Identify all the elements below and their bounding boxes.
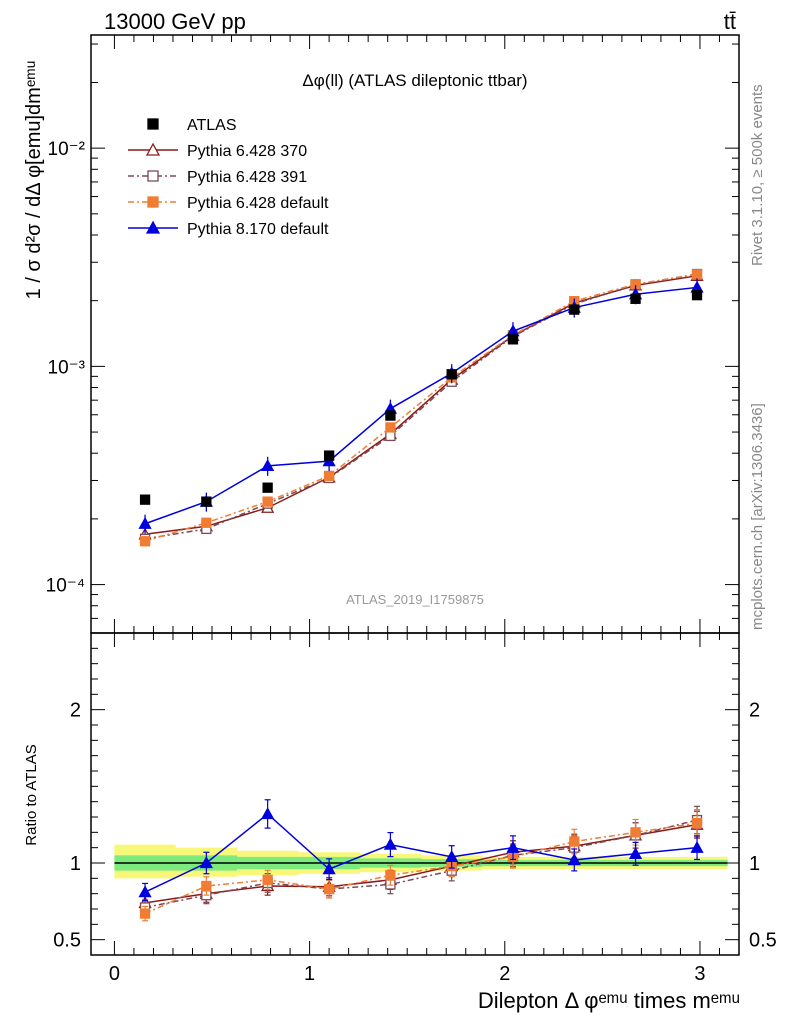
ratio-point-pythia-8-170-default (445, 850, 459, 863)
legend-marker-pythia-6-428-370 (145, 142, 161, 156)
main-y-tick-label: 10⁻² (48, 139, 86, 160)
legend-marker-atlas (147, 118, 159, 130)
ratio-point-pythia-8-170-default (628, 846, 643, 859)
x-tick-label: 3 (694, 963, 705, 985)
legend-label-pythia-6-428-default: Pythia 6.428 default (187, 195, 329, 212)
point-atlas (446, 369, 457, 380)
ratio-point-pythia-6-428-default (630, 827, 641, 838)
ratio-y-tick-label-right: 1 (749, 853, 760, 875)
x-tick-label: 1 (304, 963, 315, 985)
ratio-y-tick-label: 0.5 (53, 930, 81, 952)
point-pythia-6-428-default (691, 269, 703, 280)
legend-label-pythia-6-428-391: Pythia 6.428 391 (187, 169, 307, 186)
ratio-line-pythia-6-428-370 (144, 823, 698, 904)
ratio-point-pythia-8-170-default (567, 853, 581, 866)
source-label: mcplots.cern.ch [arXiv:1306.3436] (749, 403, 766, 630)
ratio-point-pythia-6-428-default (569, 836, 580, 847)
point-atlas (139, 494, 151, 505)
legend-label-atlas: ATLAS (187, 117, 237, 134)
point-atlas (385, 410, 396, 421)
point-atlas (201, 496, 212, 507)
point-atlas (569, 304, 580, 315)
ratio-point-pythia-8-170-default (138, 885, 152, 898)
ratio-line-pythia-6-428-391 (144, 819, 698, 909)
main-y-axis-label: 1 / σ d²σ / dΔ φ[emu]dmᵉᵐᵘ (23, 61, 45, 300)
rivet-label: Rivet 3.1.10, ≥ 500k events (749, 84, 766, 266)
ratio-point-pythia-8-170-default (506, 840, 520, 853)
series-line-pythia-6-428-default (144, 273, 698, 542)
ratio-y-axis-label: Ratio to ATLAS (23, 744, 40, 845)
point-pythia-6-428-default (385, 422, 396, 433)
ratio-line-pythia-8-170-default (144, 812, 698, 893)
ratio-point-pythia-6-428-default (385, 870, 396, 881)
legend-label-pythia-8-170-default: Pythia 8.170 default (187, 221, 329, 238)
ratio-point-pythia-8-170-default (690, 840, 704, 853)
ratio-y-tick-label: 1 (70, 853, 81, 875)
series-line-pythia-6-428-391 (144, 273, 698, 540)
analysis-id: ATLAS_2019_I1759875 (346, 592, 484, 607)
ratio-point-pythia-6-428-default (201, 880, 212, 892)
ratio-point-pythia-6-428-default (323, 883, 335, 895)
ratio-plot-layer: 0 1 2 3 0.5 0.5 1 1 2 2 (53, 632, 777, 985)
ratio-point-pythia-6-428-default (691, 817, 703, 829)
main-y-tick-label: 10⁻³ (48, 357, 86, 378)
energy-label: 13000 GeV pp (104, 9, 246, 34)
point-pythia-6-428-default (262, 496, 273, 507)
legend-marker-pythia-6-428-391 (147, 170, 159, 182)
ratio-y-tick-label-right: 2 (749, 700, 760, 722)
ratio-point-pythia-8-170-default (383, 837, 398, 850)
point-atlas (691, 290, 703, 301)
point-atlas (507, 334, 519, 345)
plot-title: Δφ(ll) (ATLAS dileptonic ttbar) (302, 71, 527, 90)
x-axis-label: Dilepton Δ φᵉᵐᵘ times mᵉᵐᵘ (478, 988, 740, 1013)
ratio-point-pythia-6-428-default (139, 908, 151, 919)
process-label: tt̄ (724, 9, 736, 34)
x-tick-label: 2 (499, 963, 510, 985)
legend: ATLAS Pythia 6.428 370 Pythia 6.428 391 Pyt… (128, 117, 329, 238)
point-pythia-6-428-391 (385, 430, 396, 442)
legend-marker-pythia-8-170-default (145, 220, 161, 234)
x-tick-label: 0 (109, 963, 120, 985)
point-atlas (262, 482, 273, 493)
ratio-point-pythia-6-428-default (262, 874, 273, 886)
main-plot-layer: 10⁻⁴ 10⁻³ 10⁻² (46, 35, 740, 955)
series-line-pythia-8-170-default (144, 286, 698, 525)
point-pythia-8-170-default (138, 516, 152, 529)
legend-marker-pythia-6-428-default (147, 196, 159, 208)
legend-label-pythia-6-428-370: Pythia 6.428 370 (187, 143, 307, 160)
point-pythia-6-428-default (323, 470, 335, 481)
point-pythia-6-428-default (139, 536, 151, 547)
main-y-tick-label: 10⁻⁴ (46, 576, 85, 597)
point-atlas (323, 450, 335, 461)
series-line-pythia-6-428-370 (144, 275, 698, 536)
point-pythia-8-170-default (261, 459, 275, 472)
ratio-line-pythia-6-428-default (144, 822, 698, 915)
ratio-y-tick-label-right: 0.5 (749, 930, 777, 952)
ratio-y-tick-label: 2 (70, 700, 81, 722)
point-atlas (630, 293, 641, 304)
ratio-point-pythia-8-170-default (322, 862, 336, 875)
ratio-point-pythia-8-170-default (261, 807, 275, 820)
ratio-point-pythia-8-170-default (199, 856, 213, 869)
ratio-frame (90, 632, 740, 956)
point-pythia-6-428-default (201, 517, 212, 528)
